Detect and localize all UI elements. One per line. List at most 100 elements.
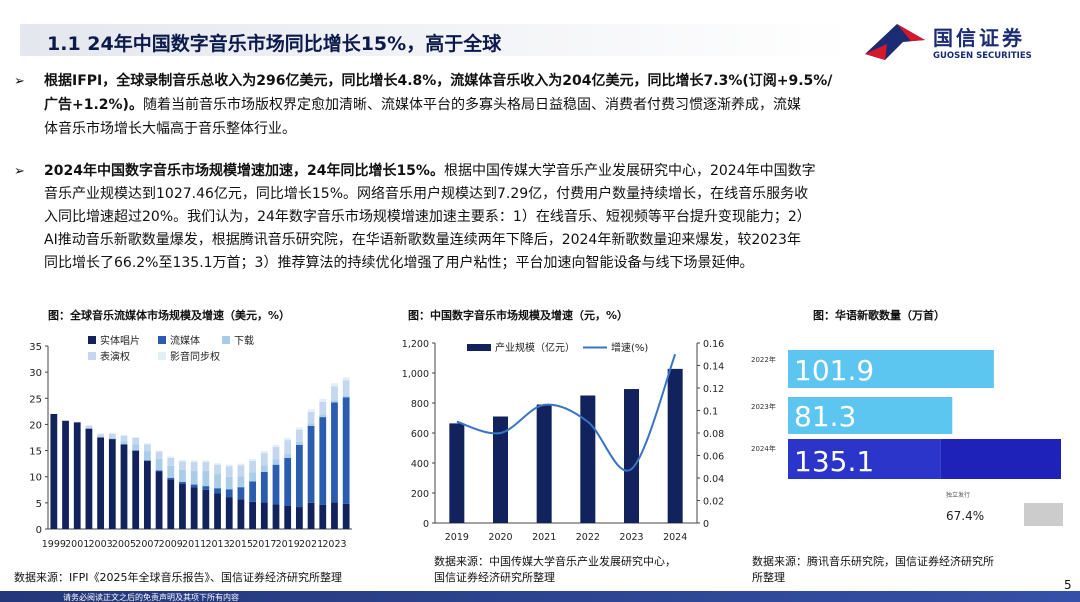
chart2-legend-swatch-bar xyxy=(467,344,491,351)
chart2-right-tick-label: 0.02 xyxy=(703,497,724,508)
bullet-arrow-icon: ➢ xyxy=(14,164,25,179)
chart2-right-tick-label: 0.04 xyxy=(703,474,724,485)
chart1-legend-label-performance: 表演权 xyxy=(100,350,130,363)
chart1-bar-download-2011 xyxy=(190,470,198,485)
chart1-bar-streaming-2017 xyxy=(260,472,268,503)
chart2-right-tick-label: 0.12 xyxy=(703,384,724,395)
chart1-bar-sync-2022 xyxy=(319,398,327,402)
chart2-xtick-label: 2023 xyxy=(619,532,643,543)
chart1-bar-sync-2015 xyxy=(237,463,245,466)
chart2-source-line1: 数据来源：中国传媒大学音乐产业发展研究中心， xyxy=(434,555,676,568)
chart1-bar-streaming-2019 xyxy=(284,457,292,506)
chart1-bar-performance-2017 xyxy=(260,453,268,466)
chart1-bar-download-2014 xyxy=(225,476,233,490)
chart1-bar-sync-2007 xyxy=(143,443,151,445)
chart1-bar-physical-2020 xyxy=(295,507,303,529)
chart1-bar-performance-2014 xyxy=(225,466,233,477)
page-title: 1.1 24年中国数字音乐市场同比增长15%，高于全球 xyxy=(47,33,502,55)
chart1-xtick-label: 2017 xyxy=(252,539,276,550)
chart3-title: 图：华语新歌数量（万首） xyxy=(813,309,945,322)
chart1-legend-swatch-performance xyxy=(88,352,96,360)
chart3-source-line2: 所整理 xyxy=(752,571,785,584)
chart1-bar-physical-2014 xyxy=(225,497,233,529)
chart1-bar-performance-2023 xyxy=(331,386,338,401)
chart1-bar-performance-2004 xyxy=(108,433,116,439)
chart3-bar-2023年 xyxy=(788,397,953,434)
chart1-bar-streaming-2015 xyxy=(237,487,245,500)
chart1-ytick-label: 0 xyxy=(36,525,42,536)
chart2-title: 图：中国数字音乐市场规模及增速（元，%） xyxy=(408,309,629,322)
chart1-bar-sync-2019 xyxy=(284,438,292,441)
chart1-bar-download-2010 xyxy=(179,469,186,482)
chart1-bar-sync-2014 xyxy=(225,464,233,467)
chart1-bar-physical-2022 xyxy=(319,504,327,529)
chart3-new-songs: 2022年 101.9 2023年 81.3 2024年 135.1 67.4% 独立发行 xyxy=(751,350,1063,526)
chart1-bar-physical-2001 xyxy=(73,422,81,529)
chart1-bar-sync-2021 xyxy=(307,409,315,412)
chart1-bar-physical-2016 xyxy=(249,501,257,529)
chart3-bar-2022年 xyxy=(788,350,994,388)
chart1-bar-streaming-2018 xyxy=(272,464,280,505)
chart1-bar-sync-2009 xyxy=(167,456,175,458)
chart1-bar-streaming-2021 xyxy=(307,425,315,503)
chart2-left-tick-label: 1,200 xyxy=(402,339,429,350)
chart1-xtick-label: 2021 xyxy=(299,539,323,550)
chart2-right-tick-label: 0 xyxy=(703,519,709,530)
chart1-bar-physical-2015 xyxy=(237,499,245,529)
chart1-bar-streaming-2024 xyxy=(342,397,350,504)
bullet1-line1-bold: 根据IFPI，全球录制音乐总收入为296亿美元，同比增长4.8%，流媒体音乐收入… xyxy=(44,73,833,89)
chart1-bar-download-2009 xyxy=(167,465,175,478)
chart1-bar-performance-2013 xyxy=(214,464,221,475)
chart1-ytick-label: 10 xyxy=(29,473,42,484)
chart2-legend-label-bar: 产业规模（亿元） xyxy=(495,341,575,354)
chart1-bar-sync-2008 xyxy=(155,450,163,452)
logo-text-cn: 国信证券 xyxy=(933,26,1025,50)
chart1-bar-physical-2006 xyxy=(132,450,140,529)
chart1-bar-performance-2003 xyxy=(97,434,105,438)
chart1-bar-download-2008 xyxy=(155,458,163,471)
chart2-xtick-label: 2021 xyxy=(532,532,556,543)
chart1-bar-sync-2012 xyxy=(202,460,210,463)
chart3-year-label: 2023年 xyxy=(751,402,776,411)
chart2-china-digital-music: 0 200 400 600 800 1,000 1,200 0 0.02 0.04 0.06 0.08… xyxy=(402,339,724,543)
chart1-xtick-label: 2013 xyxy=(205,539,229,550)
chart1-ytick-label: 30 xyxy=(29,368,42,379)
chart1-xtick-label: 2001 xyxy=(65,539,89,550)
bullet2-line3-text: 入同比增速超过20%。我们认为，24年数字音乐市场规模增速加速主要系：1）在线音… xyxy=(44,209,811,225)
chart1-bar-download-2021 xyxy=(307,423,315,426)
chart1-bar-performance-2024 xyxy=(342,380,350,396)
chart1-bar-download-2016 xyxy=(249,472,257,482)
chart1-xtick-label: 2003 xyxy=(89,539,113,550)
chart2-growth-line xyxy=(456,353,677,472)
chart3-value-label: 135.1 xyxy=(794,445,874,478)
chart1-legend-swatch-physical xyxy=(88,336,96,344)
bullet1-line2-bold: 广告+1.2%)。 xyxy=(44,97,143,113)
chart2-bar-2022 xyxy=(580,395,596,523)
chart1-bar-physical-2012 xyxy=(202,489,210,529)
chart1-bar-streaming-2007 xyxy=(143,460,151,462)
chart1-title: 图：全球音乐流媒体市场规模及增速（美元，%） xyxy=(48,309,291,322)
chart1-legend-label-sync: 影音同步权 xyxy=(170,350,220,363)
chart1-bar-sync-2006 xyxy=(132,436,140,439)
bullet1-line2-text: 随着当前音乐市场版权界定愈加清晰、流媒体平台的多寡头格局日益稳固、消费者付费习惯… xyxy=(142,97,801,113)
chart1-source: 数据来源：IFPI《2025年全球音乐报告》、国信证券经济研究所整理 xyxy=(14,571,342,584)
bullet-arrow-icon: ➢ xyxy=(14,74,25,89)
chart1-bar-physical-2013 xyxy=(214,493,221,529)
chart1-bar-sync-2003 xyxy=(97,433,105,435)
chart1-bar-performance-2011 xyxy=(190,462,198,471)
chart1-bar-performance-2016 xyxy=(249,461,257,473)
chart1-xtick-label: 2019 xyxy=(276,539,300,550)
chart1-bar-physical-2019 xyxy=(284,505,292,529)
chart1-ytick-label: 25 xyxy=(29,394,42,405)
chart1-xtick-label: 2023 xyxy=(322,539,346,550)
chart1-bar-streaming-2008 xyxy=(155,470,163,472)
chart1-bar-performance-2022 xyxy=(319,401,327,416)
chart2-bar-2020 xyxy=(493,416,508,523)
title-bar xyxy=(20,24,855,56)
chart1-bar-sync-2017 xyxy=(260,451,268,454)
chart3-value-label: 81.3 xyxy=(794,400,856,433)
chart1-bar-performance-2008 xyxy=(155,451,163,459)
bullet2-line2-text: 音乐产业规模达到1027.46亿元，同比增长15%。网络音乐用户规模达到7.29… xyxy=(44,186,809,202)
chart1-xtick-label: 2011 xyxy=(182,539,206,550)
